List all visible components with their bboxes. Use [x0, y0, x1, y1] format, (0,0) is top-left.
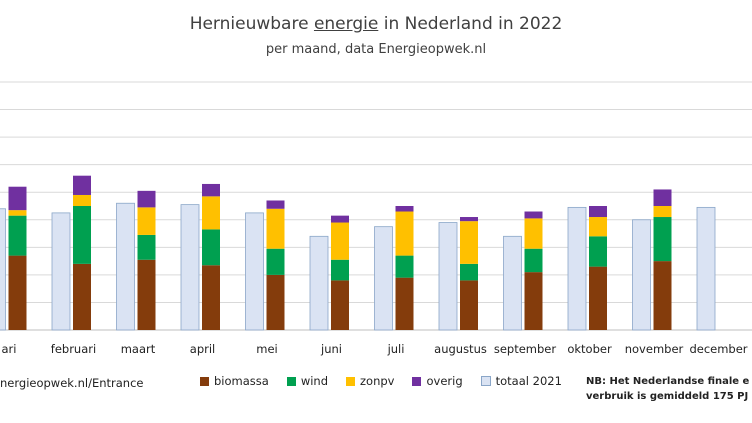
legend-item-zonpv: zonpv [346, 374, 394, 388]
bar-zonpv-mei [266, 208, 285, 249]
legend-item-totaal-2021: totaal 2021 [480, 374, 562, 388]
bar-overig-oktober [589, 206, 607, 218]
bar-wind-november [653, 217, 672, 262]
x-tick-label-december: december [689, 342, 747, 356]
source-link: nergieopwek.nl/Entrance [0, 376, 144, 390]
bar-totaal-2021-mei [245, 212, 264, 331]
legend-item-biomassa: biomassa [200, 374, 269, 388]
legend-label-overig: overig [426, 374, 463, 388]
legend-swatch-totaal-2021 [480, 376, 491, 386]
chart-title: Hernieuwbare energie in Nederland in 202… [0, 14, 752, 34]
bar-totaal-2021-augustus [438, 222, 458, 331]
bar-zonpv-oktober [589, 217, 607, 237]
legend-label-zonpv: zonpv [360, 374, 395, 388]
bar-overig-februari [73, 175, 91, 195]
bar-zonpv-maart [137, 207, 156, 235]
footnote-line-1: NB: Het Nederlandse finale e [586, 376, 750, 387]
bar-biomassa-mei [266, 274, 285, 330]
bar-wind-augustus [460, 263, 478, 281]
bar-zonpv-juli [395, 211, 414, 256]
bar-biomassa-november [653, 261, 672, 330]
bar-overig-april [202, 183, 220, 197]
bar-wind-september [524, 248, 543, 273]
bar-totaal-2021-oktober [567, 206, 587, 331]
x-tick-label-augustus: augustus [434, 342, 487, 356]
bar-wind-februari [73, 206, 91, 264]
bar-biomassa-februari [73, 263, 91, 330]
chart-title-part-3: in Nederland in 2022 [378, 14, 563, 34]
legend-swatch-zonpv [346, 376, 356, 386]
bar-totaal-2021-juni [309, 235, 329, 331]
bar-zonpv-juni [331, 222, 349, 260]
bar-totaal-2021-maart [116, 202, 135, 331]
x-tick-label-juli: juli [387, 342, 405, 356]
bar-zonpv-augustus [460, 221, 478, 264]
x-tick-label-november: november [625, 342, 684, 356]
x-tick-label-juni: juni [320, 342, 342, 356]
bar-wind-oktober [589, 236, 607, 267]
chart-title-part-2: energie [313, 14, 379, 34]
bar-overig-juni [331, 215, 349, 223]
x-tick-label-april: april [190, 342, 215, 356]
x-tick-label-januari: ari [2, 342, 17, 356]
bar-wind-maart [137, 234, 156, 260]
chart-subtitle: per maand, data Energieopwek.nl [265, 42, 487, 57]
bar-totaal-2021-april [180, 204, 200, 331]
chart-title-part-1: Hernieuwbare [189, 14, 314, 34]
bar-wind-juli [395, 255, 414, 278]
x-tick-label-maart: maart [121, 342, 156, 356]
legend-item-wind: wind [286, 374, 329, 388]
x-tick-label-mei: mei [256, 342, 277, 356]
bar-totaal-2021-september [503, 235, 522, 331]
bar-biomassa-september [524, 272, 543, 330]
bar-zonpv-januari [8, 210, 27, 216]
legend-label-biomassa: biomassa [214, 374, 269, 388]
bar-overig-maart [137, 190, 156, 208]
bar-wind-april [202, 229, 220, 266]
bar-biomassa-oktober [589, 266, 607, 330]
bar-biomassa-maart [137, 259, 156, 330]
bar-totaal-2021-december [696, 206, 716, 331]
bar-totaal-2021-februari [51, 212, 71, 331]
legend-label-wind: wind [300, 374, 329, 388]
bar-biomassa-juli [395, 277, 414, 330]
bar-overig-juli [395, 206, 414, 212]
bar-wind-juni [331, 259, 349, 281]
x-tick-label-september: september [494, 342, 557, 356]
bar-biomassa-april [202, 265, 220, 330]
legend-swatch-overig [412, 376, 422, 386]
bar-overig-mei [266, 200, 285, 209]
bar-biomassa-augustus [460, 280, 478, 330]
footnote-line-2: verbruik is gemiddeld 175 PJ per [586, 391, 752, 402]
x-tick-label-oktober: oktober [567, 342, 612, 356]
bar-wind-mei [266, 248, 285, 275]
legend-label-totaal-2021: totaal 2021 [495, 374, 562, 388]
bar-biomassa-juni [331, 280, 349, 330]
bar-overig-september [524, 211, 543, 219]
bar-zonpv-april [202, 196, 220, 230]
bar-wind-januari [8, 215, 27, 256]
x-tick-label-februari: februari [51, 342, 96, 356]
legend-swatch-wind [286, 376, 296, 386]
bar-biomassa-januari [8, 255, 27, 330]
bar-totaal-2021-november [632, 219, 651, 331]
legend-item-overig: overig [412, 374, 463, 388]
chart-legend: biomassa wind zonpv overig totaal 2021 [200, 374, 562, 388]
bar-overig-augustus [460, 217, 478, 222]
footnote: NB: Het Nederlandse finale e verbruik is… [586, 374, 752, 404]
bar-zonpv-september [524, 218, 543, 249]
legend-swatch-biomassa [200, 376, 209, 386]
bar-overig-januari [8, 186, 27, 211]
bar-zonpv-februari [73, 194, 91, 206]
bar-overig-november [653, 189, 672, 206]
bar-totaal-2021-januari [0, 208, 6, 331]
bar-totaal-2021-juli [374, 226, 393, 331]
bar-zonpv-november [653, 206, 672, 218]
